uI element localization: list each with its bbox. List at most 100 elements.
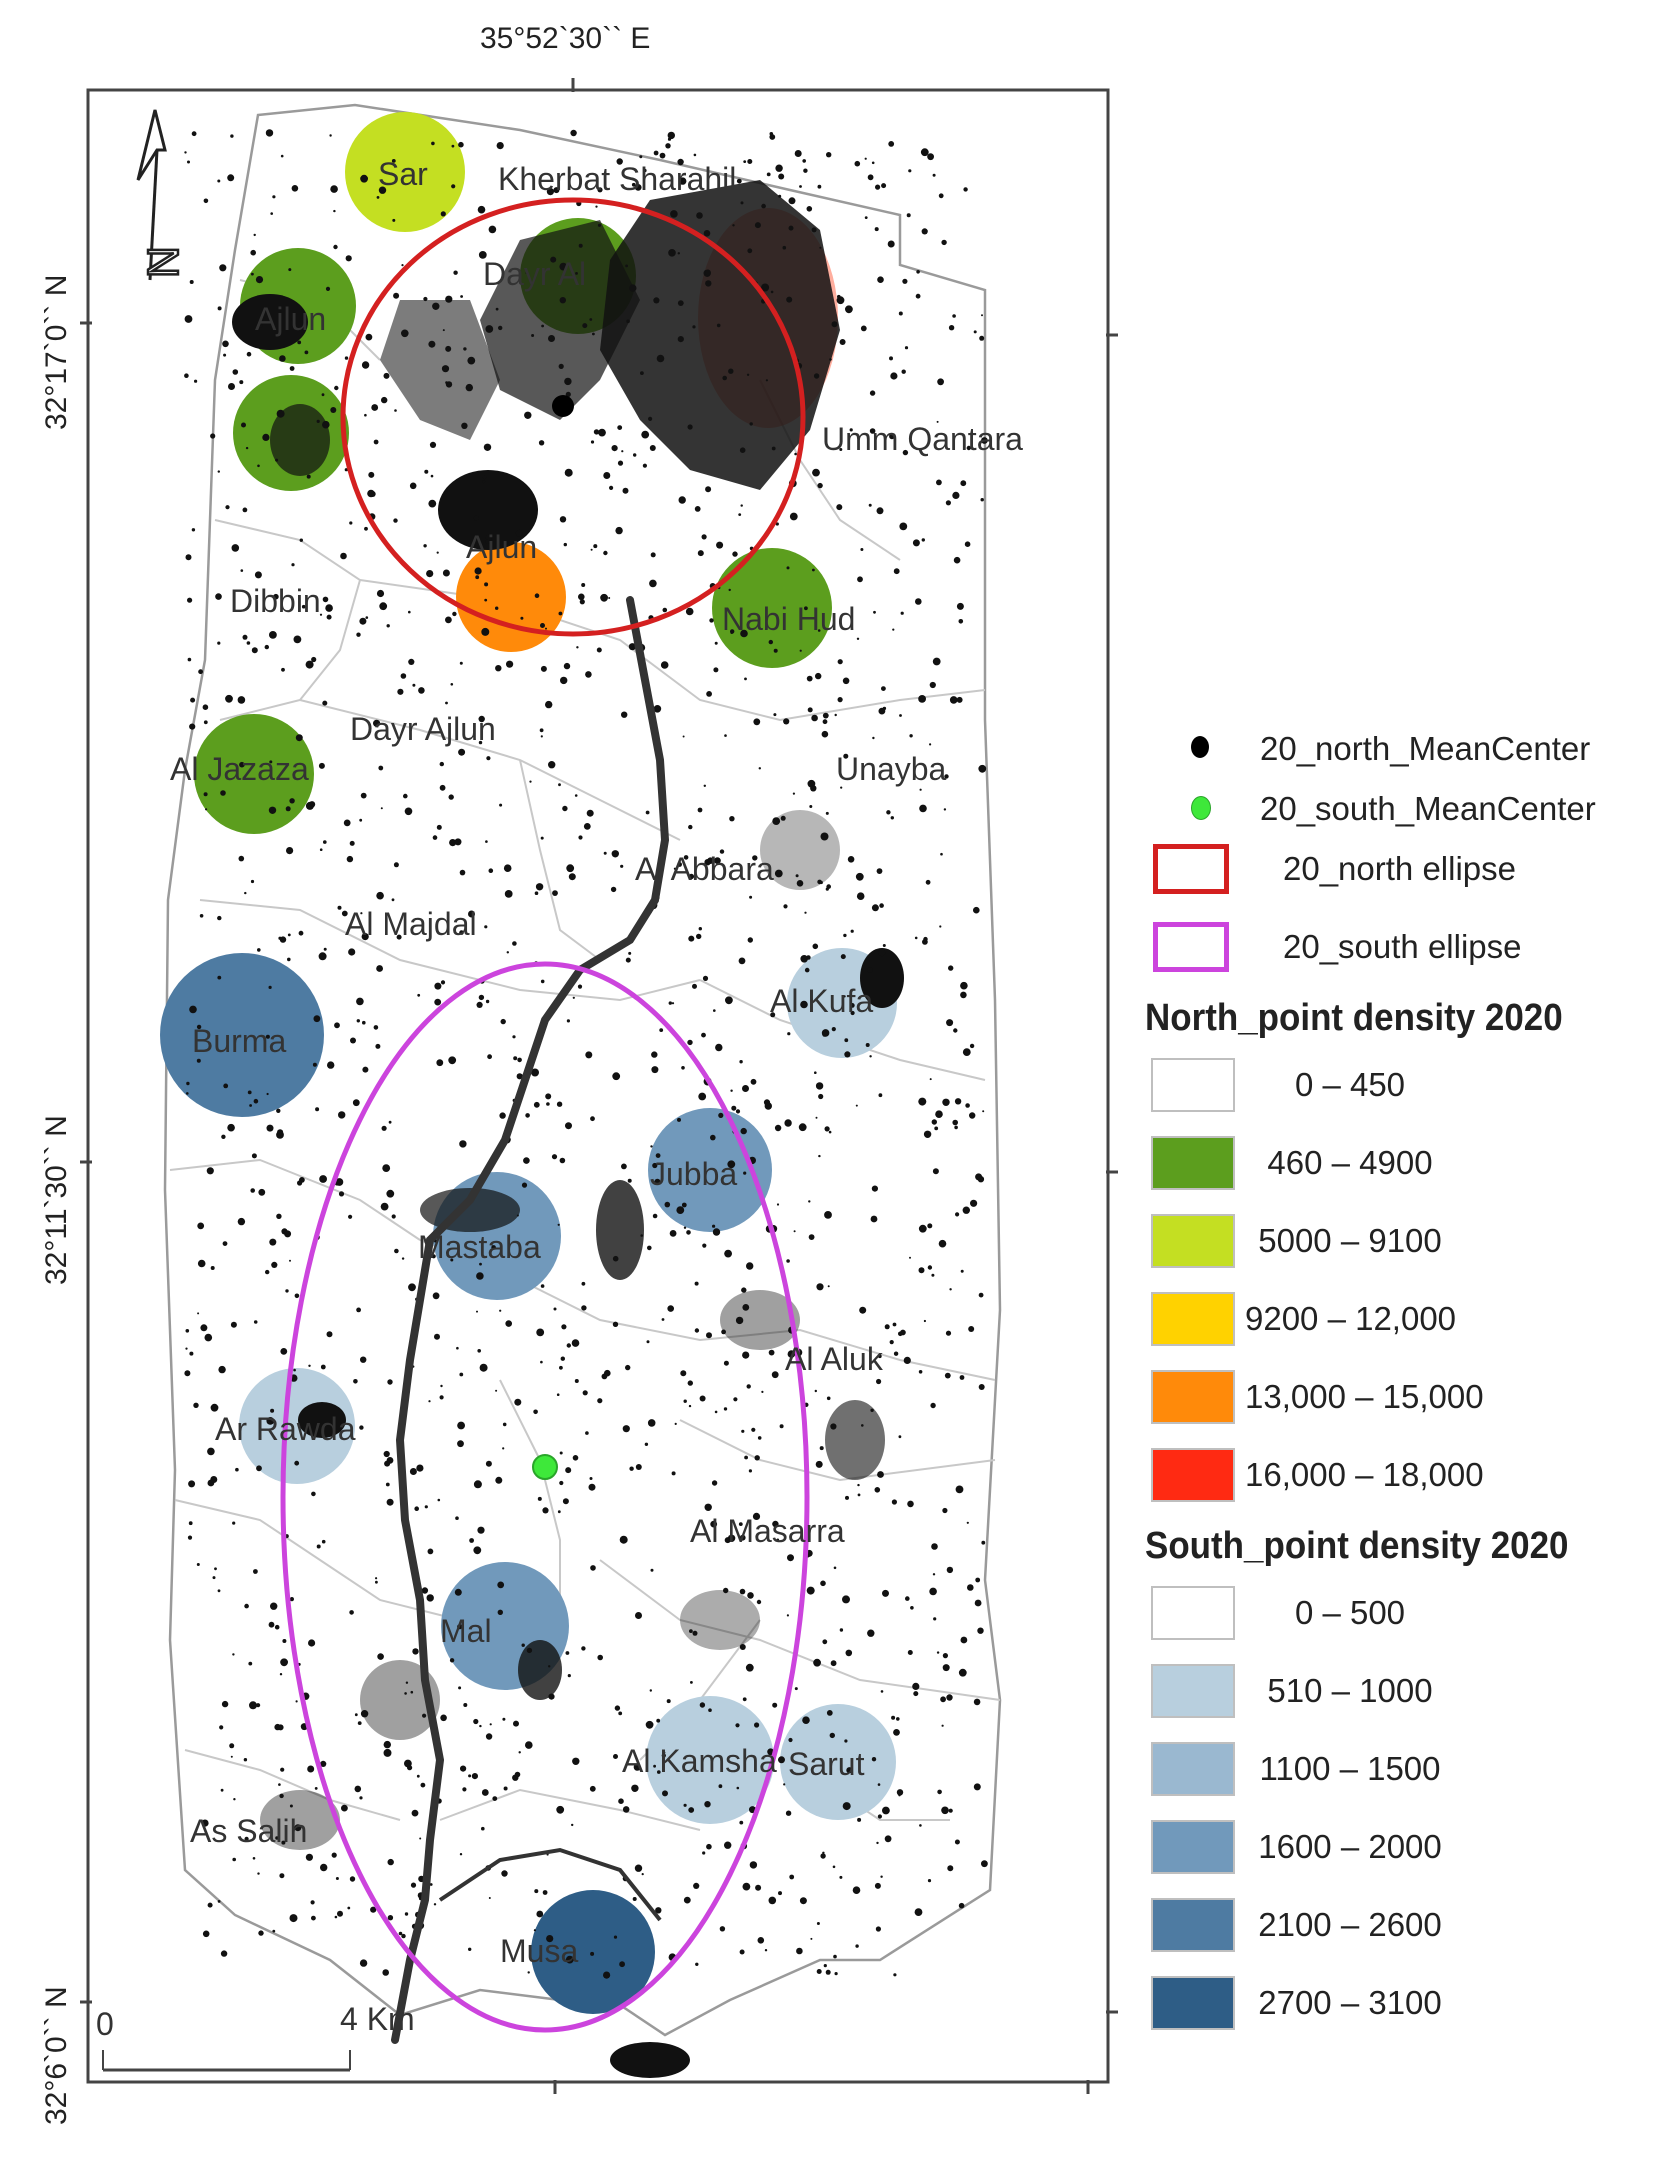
- built-up-speck: [878, 1093, 883, 1098]
- built-up-speck: [794, 150, 802, 157]
- built-up-speck: [495, 1389, 498, 1392]
- built-up-speck: [271, 1261, 278, 1268]
- built-up-speck: [942, 1653, 949, 1659]
- built-up-speck: [318, 762, 325, 769]
- built-up-speck: [644, 1442, 649, 1447]
- built-up-speck: [359, 1959, 368, 1967]
- built-up-speck: [902, 278, 908, 284]
- built-up-speck: [925, 879, 931, 885]
- built-up-speck: [633, 1763, 641, 1771]
- built-up-speck: [386, 624, 390, 628]
- built-up-speck: [693, 1882, 700, 1889]
- built-up-speck: [565, 1122, 572, 1130]
- built-up-speck: [843, 933, 847, 938]
- built-up-speck: [505, 541, 509, 544]
- built-up-speck: [742, 1304, 750, 1311]
- built-up-speck: [373, 719, 381, 727]
- built-up-speck: [820, 1853, 826, 1859]
- built-up-speck: [477, 205, 486, 214]
- built-up-speck: [577, 984, 583, 989]
- built-up-speck: [485, 840, 488, 843]
- built-up-speck: [322, 596, 329, 603]
- built-up-speck: [789, 512, 798, 521]
- built-up-speck: [671, 1002, 675, 1005]
- built-up-speck: [860, 548, 864, 551]
- built-up-speck: [698, 1092, 707, 1101]
- built-up-speck: [184, 373, 189, 379]
- built-up-speck: [839, 1875, 843, 1879]
- built-up-speck: [237, 696, 246, 704]
- built-up-speck: [747, 248, 753, 254]
- built-up-speck: [942, 1098, 950, 1107]
- built-up-speck: [946, 1566, 954, 1574]
- built-up-speck: [709, 618, 714, 623]
- built-up-speck: [687, 424, 693, 430]
- built-up-speck: [293, 635, 302, 644]
- built-up-speck: [738, 1522, 743, 1526]
- built-up-speck: [945, 1330, 952, 1336]
- built-up-speck: [484, 925, 488, 929]
- place-label: Sarut: [788, 1746, 865, 1782]
- built-up-speck: [316, 419, 320, 423]
- built-up-speck: [556, 1805, 565, 1814]
- built-up-speck: [255, 276, 264, 284]
- legend-item-north-ellipse: 20_north ellipse: [1145, 840, 1665, 918]
- built-up-speck: [481, 1826, 485, 1831]
- legend-class-row: 0 – 450: [1145, 1048, 1665, 1126]
- built-up-speck: [354, 1785, 362, 1793]
- built-up-speck: [934, 1126, 939, 1131]
- built-up-speck: [916, 270, 920, 274]
- built-up-speck: [888, 141, 895, 147]
- built-up-speck: [322, 420, 330, 429]
- built-up-speck: [206, 1167, 214, 1175]
- built-up-speck: [867, 967, 873, 973]
- built-up-speck: [789, 1874, 795, 1880]
- built-up-speck: [513, 1056, 518, 1061]
- built-up-speck: [475, 543, 480, 548]
- built-up-speck: [948, 965, 954, 971]
- built-up-speck: [501, 1870, 508, 1877]
- built-up-speck: [688, 935, 695, 942]
- place-label: Dayr Ajlun: [350, 711, 496, 747]
- built-up-speck: [265, 1034, 270, 1039]
- built-up-speck: [277, 1724, 284, 1731]
- built-up-speck: [963, 187, 968, 192]
- built-up-speck: [939, 925, 942, 928]
- built-up-speck: [364, 413, 367, 417]
- built-up-speck: [613, 1935, 618, 1939]
- built-up-speck: [898, 1435, 902, 1439]
- built-up-speck: [667, 1305, 674, 1312]
- built-up-speck: [391, 898, 395, 902]
- built-up-speck: [742, 1351, 750, 1359]
- south-center-icon: [1191, 796, 1211, 820]
- built-up-speck: [377, 1653, 384, 1660]
- built-up-speck: [362, 1066, 369, 1073]
- built-up-speck: [699, 1702, 706, 1708]
- built-up-speck: [660, 661, 669, 669]
- legend-swatch: [1151, 1898, 1235, 1952]
- built-up-speck: [927, 1223, 933, 1229]
- built-up-speck: [965, 1103, 970, 1108]
- built-up-speck: [937, 378, 944, 386]
- built-up-speck: [459, 930, 464, 935]
- built-up-speck: [761, 283, 770, 292]
- built-up-speck: [973, 1698, 981, 1706]
- legend-class-label: 2700 – 3100: [1258, 1984, 1442, 2021]
- built-up-speck: [768, 1349, 775, 1356]
- built-up-speck: [803, 168, 808, 173]
- built-up-speck: [359, 617, 367, 625]
- built-up-speck: [349, 840, 355, 846]
- built-up-speck: [548, 1693, 555, 1700]
- built-up-speck: [697, 550, 704, 557]
- place-label: Dibbin: [230, 583, 321, 619]
- built-up-speck: [955, 1485, 964, 1494]
- built-up-speck: [787, 1350, 796, 1358]
- built-up-speck: [321, 393, 325, 397]
- built-up-speck: [515, 529, 523, 537]
- built-up-speck: [558, 783, 561, 787]
- built-up-speck: [582, 1390, 588, 1396]
- built-up-speck: [948, 325, 955, 331]
- built-up-speck: [938, 193, 944, 199]
- built-up-speck: [625, 1364, 631, 1371]
- built-up-speck: [268, 1621, 275, 1628]
